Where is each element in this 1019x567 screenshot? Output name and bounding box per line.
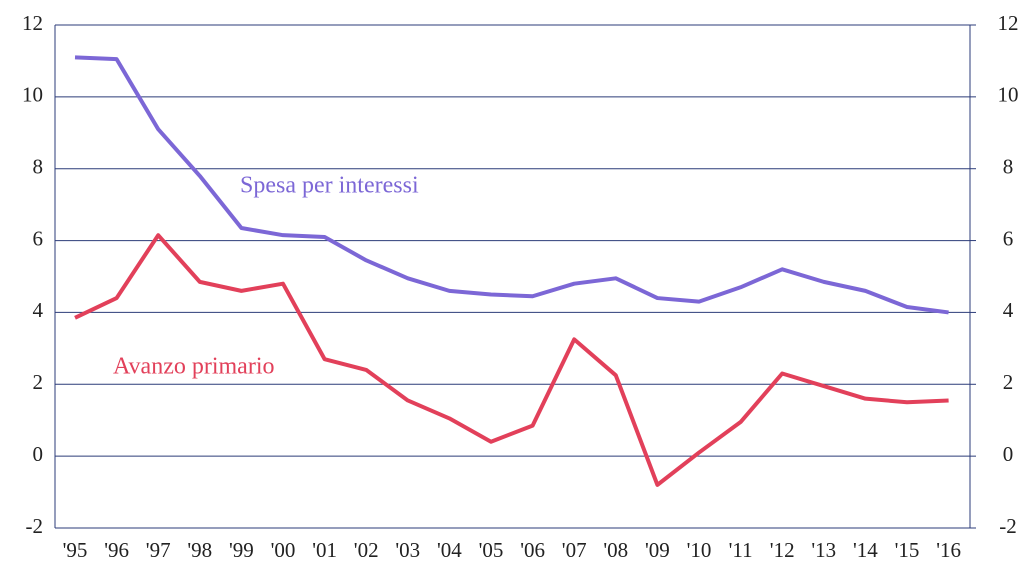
x-tick-label: '09 — [645, 538, 670, 562]
x-tick-label: '03 — [395, 538, 420, 562]
y-tick-label: 8 — [33, 155, 44, 179]
series-line — [74, 55, 949, 315]
y-tick-label: 6 — [33, 226, 44, 250]
x-tick-label: '00 — [271, 538, 296, 562]
x-tick-label: '15 — [895, 538, 920, 562]
y2-tick-label: 2 — [1003, 370, 1014, 394]
x-tick-label: '02 — [354, 538, 379, 562]
y2-tick-label: 6 — [1003, 226, 1014, 250]
x-tick-label: '10 — [687, 538, 712, 562]
x-tick-label: '08 — [603, 538, 628, 562]
series-line — [74, 233, 949, 487]
y-tick-label: 0 — [33, 442, 44, 466]
x-tick-label: '16 — [936, 538, 961, 562]
x-tick-label: '13 — [811, 538, 836, 562]
x-tick-label: '05 — [479, 538, 504, 562]
y2-tick-label: 0 — [1003, 442, 1014, 466]
series-label: Avanzo primario — [113, 354, 275, 380]
y-tick-label: -2 — [26, 514, 44, 538]
x-tick-label: '11 — [729, 538, 753, 562]
x-tick-label: '96 — [104, 538, 129, 562]
x-tick-label: '04 — [437, 538, 462, 562]
y-tick-label: 4 — [33, 298, 44, 322]
y2-tick-label: 10 — [998, 83, 1019, 107]
x-tick-label: '06 — [520, 538, 545, 562]
y-tick-label: 2 — [33, 370, 44, 394]
y-tick-label: 10 — [22, 83, 43, 107]
y2-tick-label: 12 — [998, 11, 1019, 35]
y2-tick-label: 8 — [1003, 155, 1014, 179]
y2-tick-label: 4 — [1003, 298, 1014, 322]
y-tick-label: 12 — [22, 11, 43, 35]
x-tick-label: '97 — [146, 538, 171, 562]
x-tick-label: '95 — [63, 538, 88, 562]
x-tick-label: '07 — [562, 538, 587, 562]
y2-tick-label: -2 — [999, 514, 1017, 538]
x-tick-label: '01 — [312, 538, 337, 562]
x-tick-label: '12 — [770, 538, 795, 562]
series-label: Spesa per interessi — [240, 173, 419, 199]
x-tick-label: '99 — [229, 538, 254, 562]
x-tick-label: '14 — [853, 538, 878, 562]
x-tick-label: '98 — [187, 538, 212, 562]
